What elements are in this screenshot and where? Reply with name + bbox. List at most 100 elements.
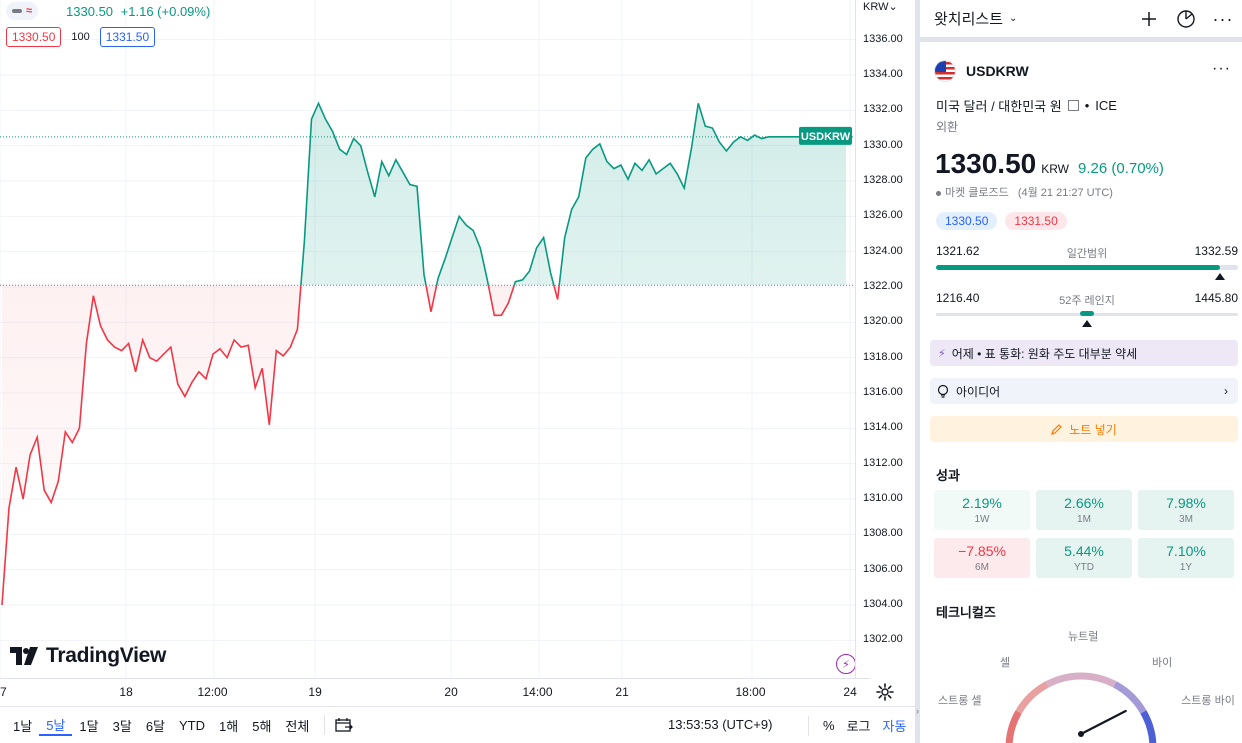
gauge-segment: [1045, 672, 1117, 688]
performance-cell: 5.44% YTD: [1036, 538, 1132, 578]
last-price: 1330.50: [935, 148, 1037, 179]
legend-last: 1330.50: [66, 3, 114, 19]
day-range-low: 1321.62: [936, 244, 980, 258]
bid-ask-row: 1330.50 100 1331.50: [6, 27, 156, 47]
lightning-icon: ⚡: [938, 347, 946, 360]
exchange-name: ICE: [1095, 98, 1117, 113]
buy-price-button[interactable]: 1331.50: [99, 27, 156, 47]
bottom-toolbar: 1날 5날 1달 3달 6달 YTD 1해 5해 전체 13:53:53 (UTC+9) % 로…: [0, 706, 915, 743]
performance-cell: 2.19% 1W: [934, 490, 1030, 530]
add-symbol-icon[interactable]: [1138, 8, 1160, 30]
performance-period: 1Y: [1179, 562, 1193, 573]
price-chart[interactable]: USDKRW: [0, 0, 855, 678]
symbol-full-name[interactable]: 미국 달러 / 대한민국 원: [936, 99, 1062, 114]
performance-value: −7.85%: [958, 543, 1006, 559]
chevron-down-icon[interactable]: ⌄: [1009, 13, 1018, 24]
price-tick-label: 1322.00: [863, 280, 903, 292]
year-range-fill: [1080, 311, 1094, 316]
bid-ask-pills: 1330.50 1331.50: [936, 212, 1067, 230]
watchlist-title[interactable]: 왓치리스트: [934, 11, 1004, 28]
range-button[interactable]: 5날: [39, 714, 73, 736]
range-button[interactable]: 3달: [112, 718, 132, 734]
performance-grid: 2.19% 1W 2.66% 1M 7.98% 3M −7.85% 6M 5.44% YTD 7.1…: [934, 490, 1239, 578]
series-line-up: [300, 101, 846, 286]
market-status-time: (4월 21 21:27 UTC): [1017, 187, 1113, 199]
day-range-high: 1332.59: [1194, 244, 1238, 258]
compare-calendar-icon[interactable]: [333, 714, 355, 736]
log-scale-button[interactable]: 로그: [846, 719, 871, 734]
performance-cell: 7.98% 3M: [1138, 490, 1234, 530]
tradingview-logo[interactable]: TradingView: [10, 644, 166, 668]
gauge-buy-label: 바이: [1152, 657, 1173, 669]
panel-resize-divider[interactable]: [915, 0, 920, 743]
year-range: 1216.40 52주 레인지 1445.80: [936, 291, 1238, 331]
symbol-more-icon[interactable]: ···: [1212, 60, 1231, 77]
performance-value: 7.10%: [1166, 543, 1206, 559]
scale-options: % 로그 자동: [800, 707, 912, 743]
range-button[interactable]: 1해: [219, 718, 239, 734]
ideas-row[interactable]: 아이디어 ›: [930, 378, 1238, 404]
time-tick-label: 20: [444, 685, 458, 699]
chart-settings-gear-icon[interactable]: [875, 682, 895, 702]
external-link-icon[interactable]: [1067, 100, 1079, 111]
time-axis[interactable]: 7 18 12:00 19 20 14:00 21 18:00 24: [0, 678, 870, 705]
performance-period: 6M: [975, 562, 989, 573]
gauge-dial: [1005, 672, 1157, 743]
performance-value: 7.98%: [1166, 495, 1206, 511]
auto-scale-button[interactable]: 자동: [882, 719, 907, 734]
chevron-right-icon[interactable]: ›: [916, 706, 919, 716]
chart-pane[interactable]: USDKRW ≈ 1330.50 +1.16 (+0.09%) 1330.50 …: [0, 0, 855, 678]
time-tick-label: 24: [843, 685, 857, 699]
price-tick-label: 1310.00: [863, 492, 903, 504]
time-tick-label: 21: [615, 685, 629, 699]
price-tick-label: 1334.00: [863, 68, 903, 80]
news-headline[interactable]: ⚡ 어제 • 표 통화: 원화 주도 대부분 약세: [930, 340, 1238, 366]
gauge-hub: [1078, 731, 1084, 737]
price-tick-label: 1332.00: [863, 103, 903, 116]
range-button[interactable]: YTD: [179, 717, 206, 733]
legend-toggle[interactable]: ≈: [6, 2, 39, 20]
symbol-name[interactable]: USDKRW: [966, 63, 1029, 79]
flash-icon[interactable]: ⚡: [836, 654, 855, 674]
axis-currency-selector[interactable]: KRW⌄: [863, 1, 898, 13]
technicals-title: 테크니컬즈: [936, 605, 996, 620]
symbol-description: 미국 달러 / 대한민국 원 • ICE: [936, 96, 1117, 115]
year-range-low: 1216.40: [936, 291, 980, 305]
price-tick-label: 1336.00: [863, 32, 903, 45]
percent-scale-button[interactable]: %: [823, 718, 835, 733]
range-button[interactable]: 1날: [13, 718, 33, 734]
price-axis[interactable]: KRW⌄ 1336.00 1334.00 1332.00 1330.00 1328.00…: [855, 0, 915, 678]
range-button[interactable]: 전체: [285, 718, 310, 734]
advanced-view-icon[interactable]: [1175, 8, 1197, 30]
status-dot-icon: [936, 190, 941, 196]
legend-change: +1.16 (+0.09%): [120, 3, 211, 19]
price-tick-label: 1320.00: [863, 315, 903, 328]
clock-time[interactable]: 13:53:53 (UTC+9): [668, 717, 773, 732]
gauge-strong-sell-label: 스트롱 셀: [938, 695, 982, 707]
range-button[interactable]: 6달: [145, 718, 166, 734]
visibility-icon[interactable]: [12, 9, 22, 13]
add-note-button[interactable]: 노트 넣기: [930, 416, 1238, 442]
gauge-sell-label: 셀: [1000, 657, 1011, 669]
svg-text:USDKRW: USDKRW: [801, 131, 851, 143]
more-options-icon[interactable]: ···: [1212, 8, 1234, 29]
performance-value: 2.66%: [1064, 495, 1104, 511]
time-tick-label: 12:00: [197, 685, 228, 699]
price-tick-label: 1318.00: [863, 350, 903, 363]
range-button[interactable]: 5해: [252, 718, 272, 734]
sell-price-button[interactable]: 1330.50: [6, 27, 62, 47]
watchlist-panel: 왓치리스트 ⌄ ··· USDKRW ··· 미국 달러 / 대한민국 원 •: [920, 0, 1242, 743]
symbol-header: USDKRW: [934, 60, 1029, 82]
series-line-down: [1, 285, 561, 606]
add-note-label: 노트 넣기: [1069, 422, 1117, 437]
market-status-text: 마켓 클로즈드: [945, 187, 1009, 199]
technicals-gauge[interactable]: 뉴트럴 셀 바이 스트롱 셀 스트롱 바이: [920, 620, 1242, 743]
divider: [808, 715, 809, 736]
time-tick-label: 14:00: [522, 685, 553, 699]
range-button[interactable]: 1달: [79, 718, 99, 734]
logo-text: TradingView: [46, 644, 167, 667]
price-tick-label: 1306.00: [863, 562, 903, 575]
price-tick-label: 1316.00: [863, 386, 903, 398]
lightbulb-icon: [937, 384, 949, 398]
symbol-type: 외환: [936, 120, 959, 134]
